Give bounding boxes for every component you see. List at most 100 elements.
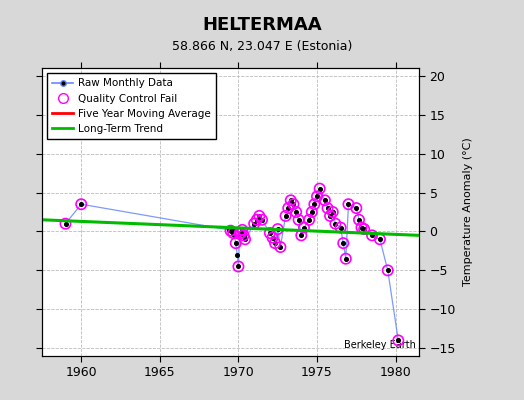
Point (226, 228, 235, 234)
Point (227, 226, 236, 232)
Point (323, 205, 332, 211)
Point (376, 236, 384, 242)
Point (232, 240, 240, 246)
Point (323, 205, 332, 211)
Point (313, 193, 321, 200)
Point (271, 240, 279, 246)
Point (287, 197, 295, 204)
Point (241, 236, 249, 242)
Point (237, 230, 245, 236)
Point (344, 201, 353, 208)
Point (258, 216, 266, 223)
Point (326, 213, 334, 219)
Point (339, 240, 347, 246)
Point (342, 256, 350, 262)
Text: 58.866 N, 23.047 E (Estonia): 58.866 N, 23.047 E (Estonia) (172, 40, 352, 53)
Point (355, 216, 363, 223)
Point (237, 230, 245, 236)
Point (297, 232, 305, 238)
Point (384, 267, 392, 274)
Point (225, 227, 234, 233)
Point (266, 230, 274, 236)
Point (342, 256, 350, 262)
Point (308, 209, 316, 215)
Point (300, 224, 308, 231)
Point (77, 201, 85, 208)
Point (329, 209, 337, 215)
Point (276, 244, 285, 250)
Point (305, 216, 313, 223)
Point (352, 205, 361, 211)
Point (234, 263, 243, 270)
Point (61, 220, 70, 227)
Point (292, 209, 300, 215)
Point (258, 216, 266, 223)
Point (329, 209, 337, 215)
Point (313, 193, 321, 200)
Point (326, 213, 334, 219)
Point (61, 220, 70, 227)
Point (233, 252, 242, 258)
Point (376, 236, 384, 242)
Point (281, 213, 290, 219)
Point (232, 240, 240, 246)
Point (321, 197, 329, 204)
Point (352, 205, 361, 211)
Point (292, 209, 300, 215)
Point (300, 224, 308, 231)
Point (357, 224, 366, 231)
Point (394, 337, 402, 344)
Point (308, 209, 316, 215)
Point (274, 226, 282, 232)
Point (331, 220, 340, 227)
Point (253, 216, 261, 223)
Point (336, 224, 345, 231)
Legend: Raw Monthly Data, Quality Control Fail, Five Year Moving Average, Long-Term Tren: Raw Monthly Data, Quality Control Fail, … (47, 73, 216, 139)
Point (281, 213, 290, 219)
Point (230, 232, 238, 238)
Point (287, 197, 295, 204)
Point (266, 230, 274, 236)
Point (271, 240, 279, 246)
Point (276, 244, 285, 250)
Point (250, 220, 258, 227)
Point (241, 236, 249, 242)
Point (268, 234, 277, 241)
Point (394, 337, 402, 344)
Point (77, 201, 85, 208)
Point (315, 186, 324, 192)
Point (310, 201, 319, 208)
Point (284, 205, 292, 211)
Point (238, 227, 246, 233)
Point (253, 216, 261, 223)
Point (315, 186, 324, 192)
Point (250, 220, 258, 227)
Point (310, 201, 319, 208)
Point (357, 224, 366, 231)
Point (360, 226, 368, 232)
Point (321, 197, 329, 204)
Point (268, 234, 277, 241)
Point (255, 213, 264, 219)
Point (239, 232, 248, 238)
Text: HELTERMAA: HELTERMAA (202, 16, 322, 34)
Point (289, 201, 298, 208)
Point (360, 226, 368, 232)
Text: Berkeley Earth: Berkeley Earth (344, 340, 416, 350)
Point (238, 227, 246, 233)
Point (235, 230, 244, 237)
Point (339, 240, 347, 246)
Point (234, 263, 243, 270)
Point (368, 232, 376, 238)
Point (239, 232, 248, 238)
Point (235, 230, 244, 237)
Point (226, 228, 235, 234)
Point (355, 216, 363, 223)
Point (331, 220, 340, 227)
Point (289, 201, 298, 208)
Point (297, 232, 305, 238)
Point (229, 230, 237, 236)
Point (384, 267, 392, 274)
Point (229, 230, 237, 236)
Point (274, 226, 282, 232)
